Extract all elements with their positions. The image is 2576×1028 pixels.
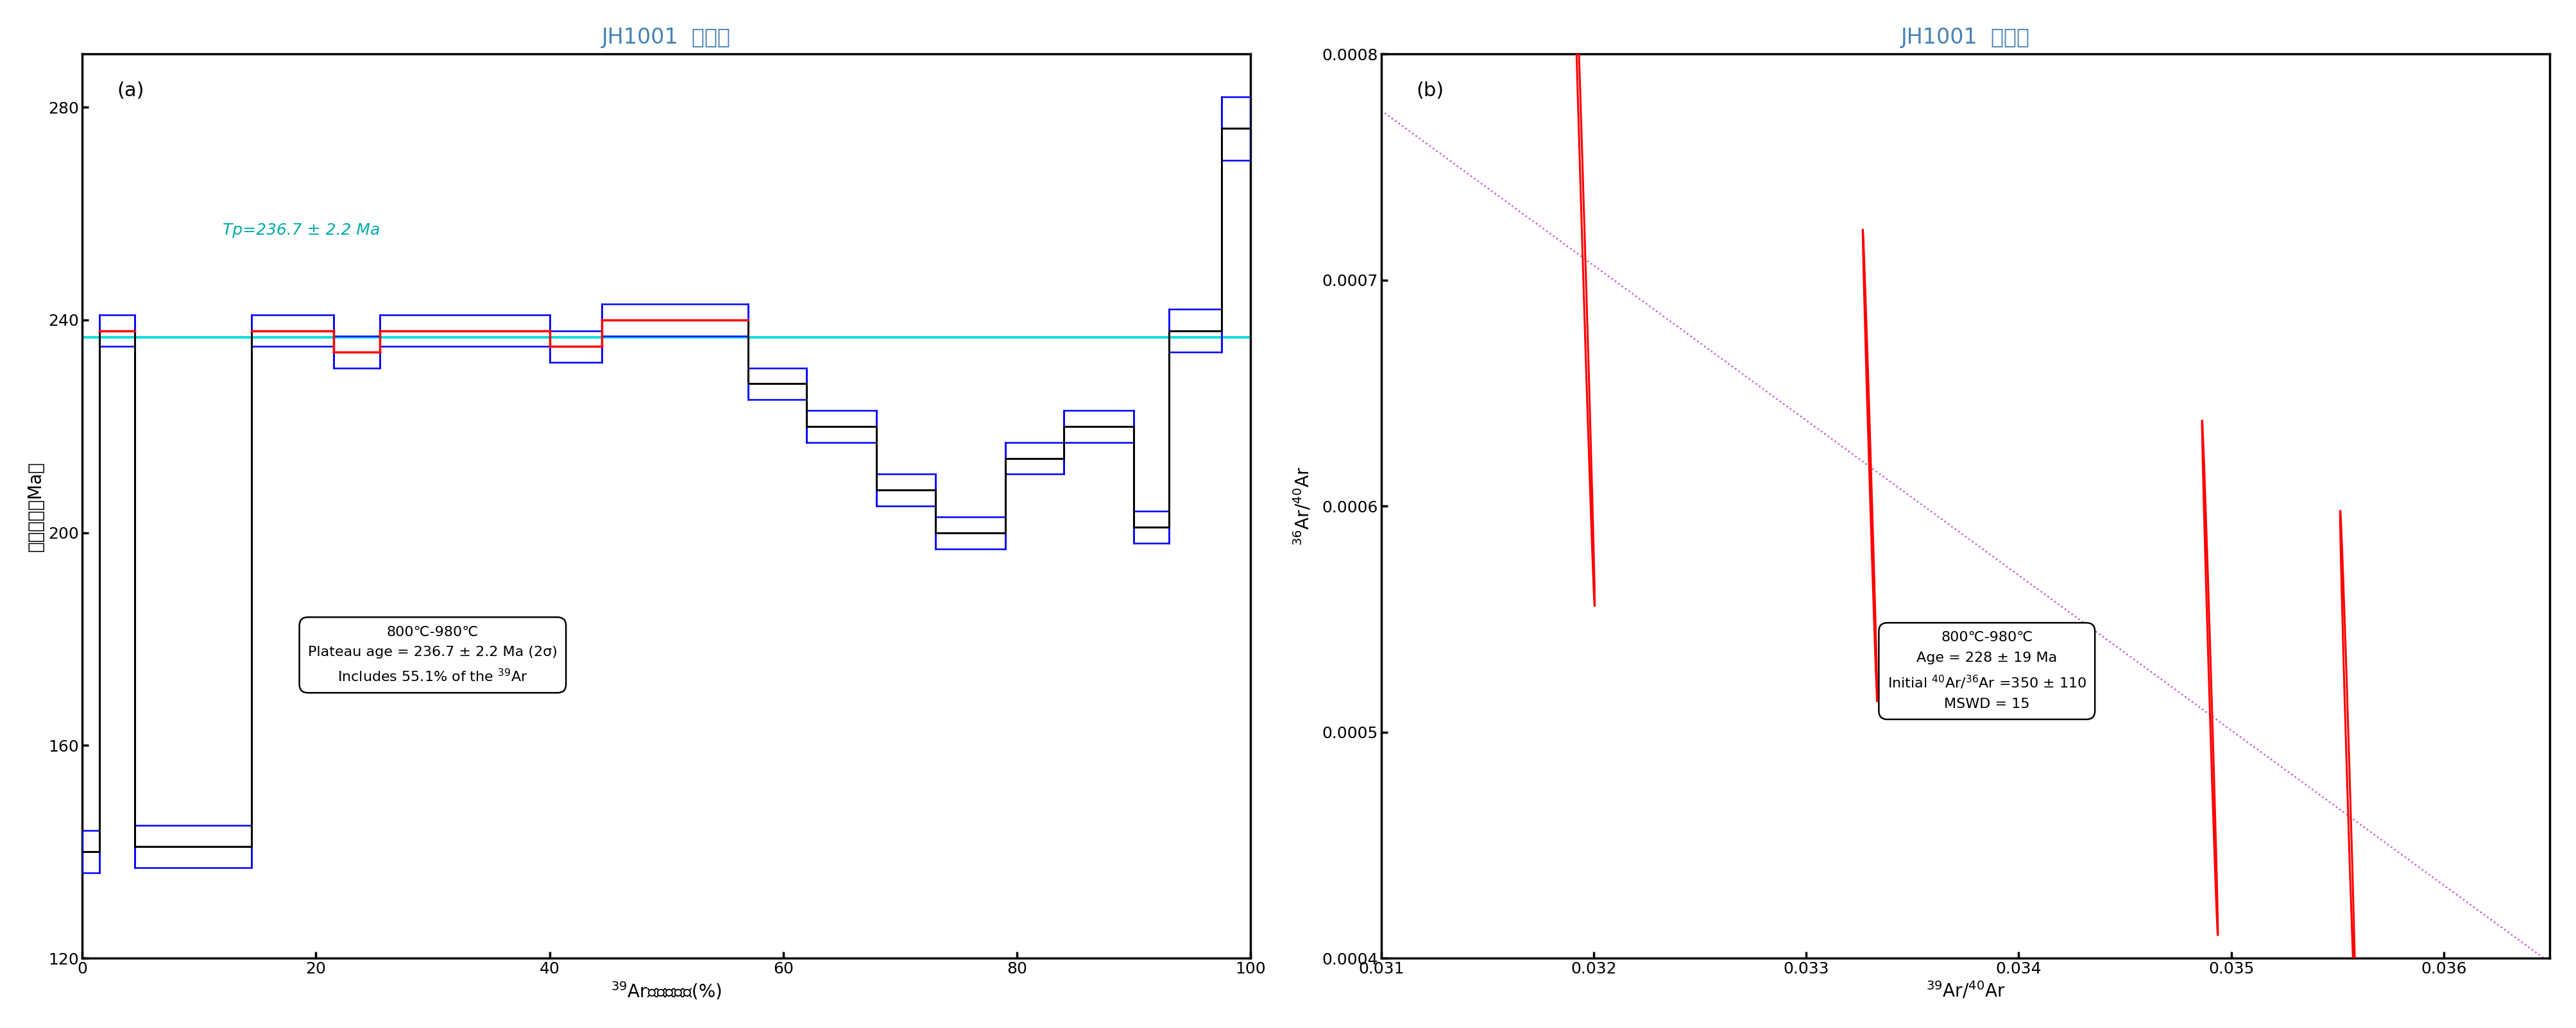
Text: 800℃-980℃
Plateau age = 236.7 ± 2.2 Ma (2σ)
Includes 55.1% of the $^{39}$Ar: 800℃-980℃ Plateau age = 236.7 ± 2.2 Ma (… (309, 626, 556, 685)
Y-axis label: $^{36}$Ar/$^{40}$Ar: $^{36}$Ar/$^{40}$Ar (1293, 467, 1314, 546)
Y-axis label: 表面年龄（Ma）: 表面年龄（Ma） (26, 461, 44, 551)
Title: JH1001  斜长石: JH1001 斜长石 (603, 27, 732, 48)
Text: (b): (b) (1417, 81, 1443, 100)
Title: JH1001  斜长石: JH1001 斜长石 (1901, 27, 2030, 48)
Text: (a): (a) (116, 81, 144, 100)
X-axis label: $^{39}$Ar/$^{40}$Ar: $^{39}$Ar/$^{40}$Ar (1924, 980, 2004, 1000)
Text: Tp=236.7 ± 2.2 Ma: Tp=236.7 ± 2.2 Ma (222, 223, 379, 238)
Text: 800℃-980℃
Age = 228 ± 19 Ma
Initial $^{40}$Ar/$^{36}$Ar =350 ± 110
MSWD = 15: 800℃-980℃ Age = 228 ± 19 Ma Initial $^{4… (1886, 631, 2087, 710)
X-axis label: $^{39}$Ar累积释放量(%): $^{39}$Ar累积释放量(%) (611, 980, 721, 1001)
